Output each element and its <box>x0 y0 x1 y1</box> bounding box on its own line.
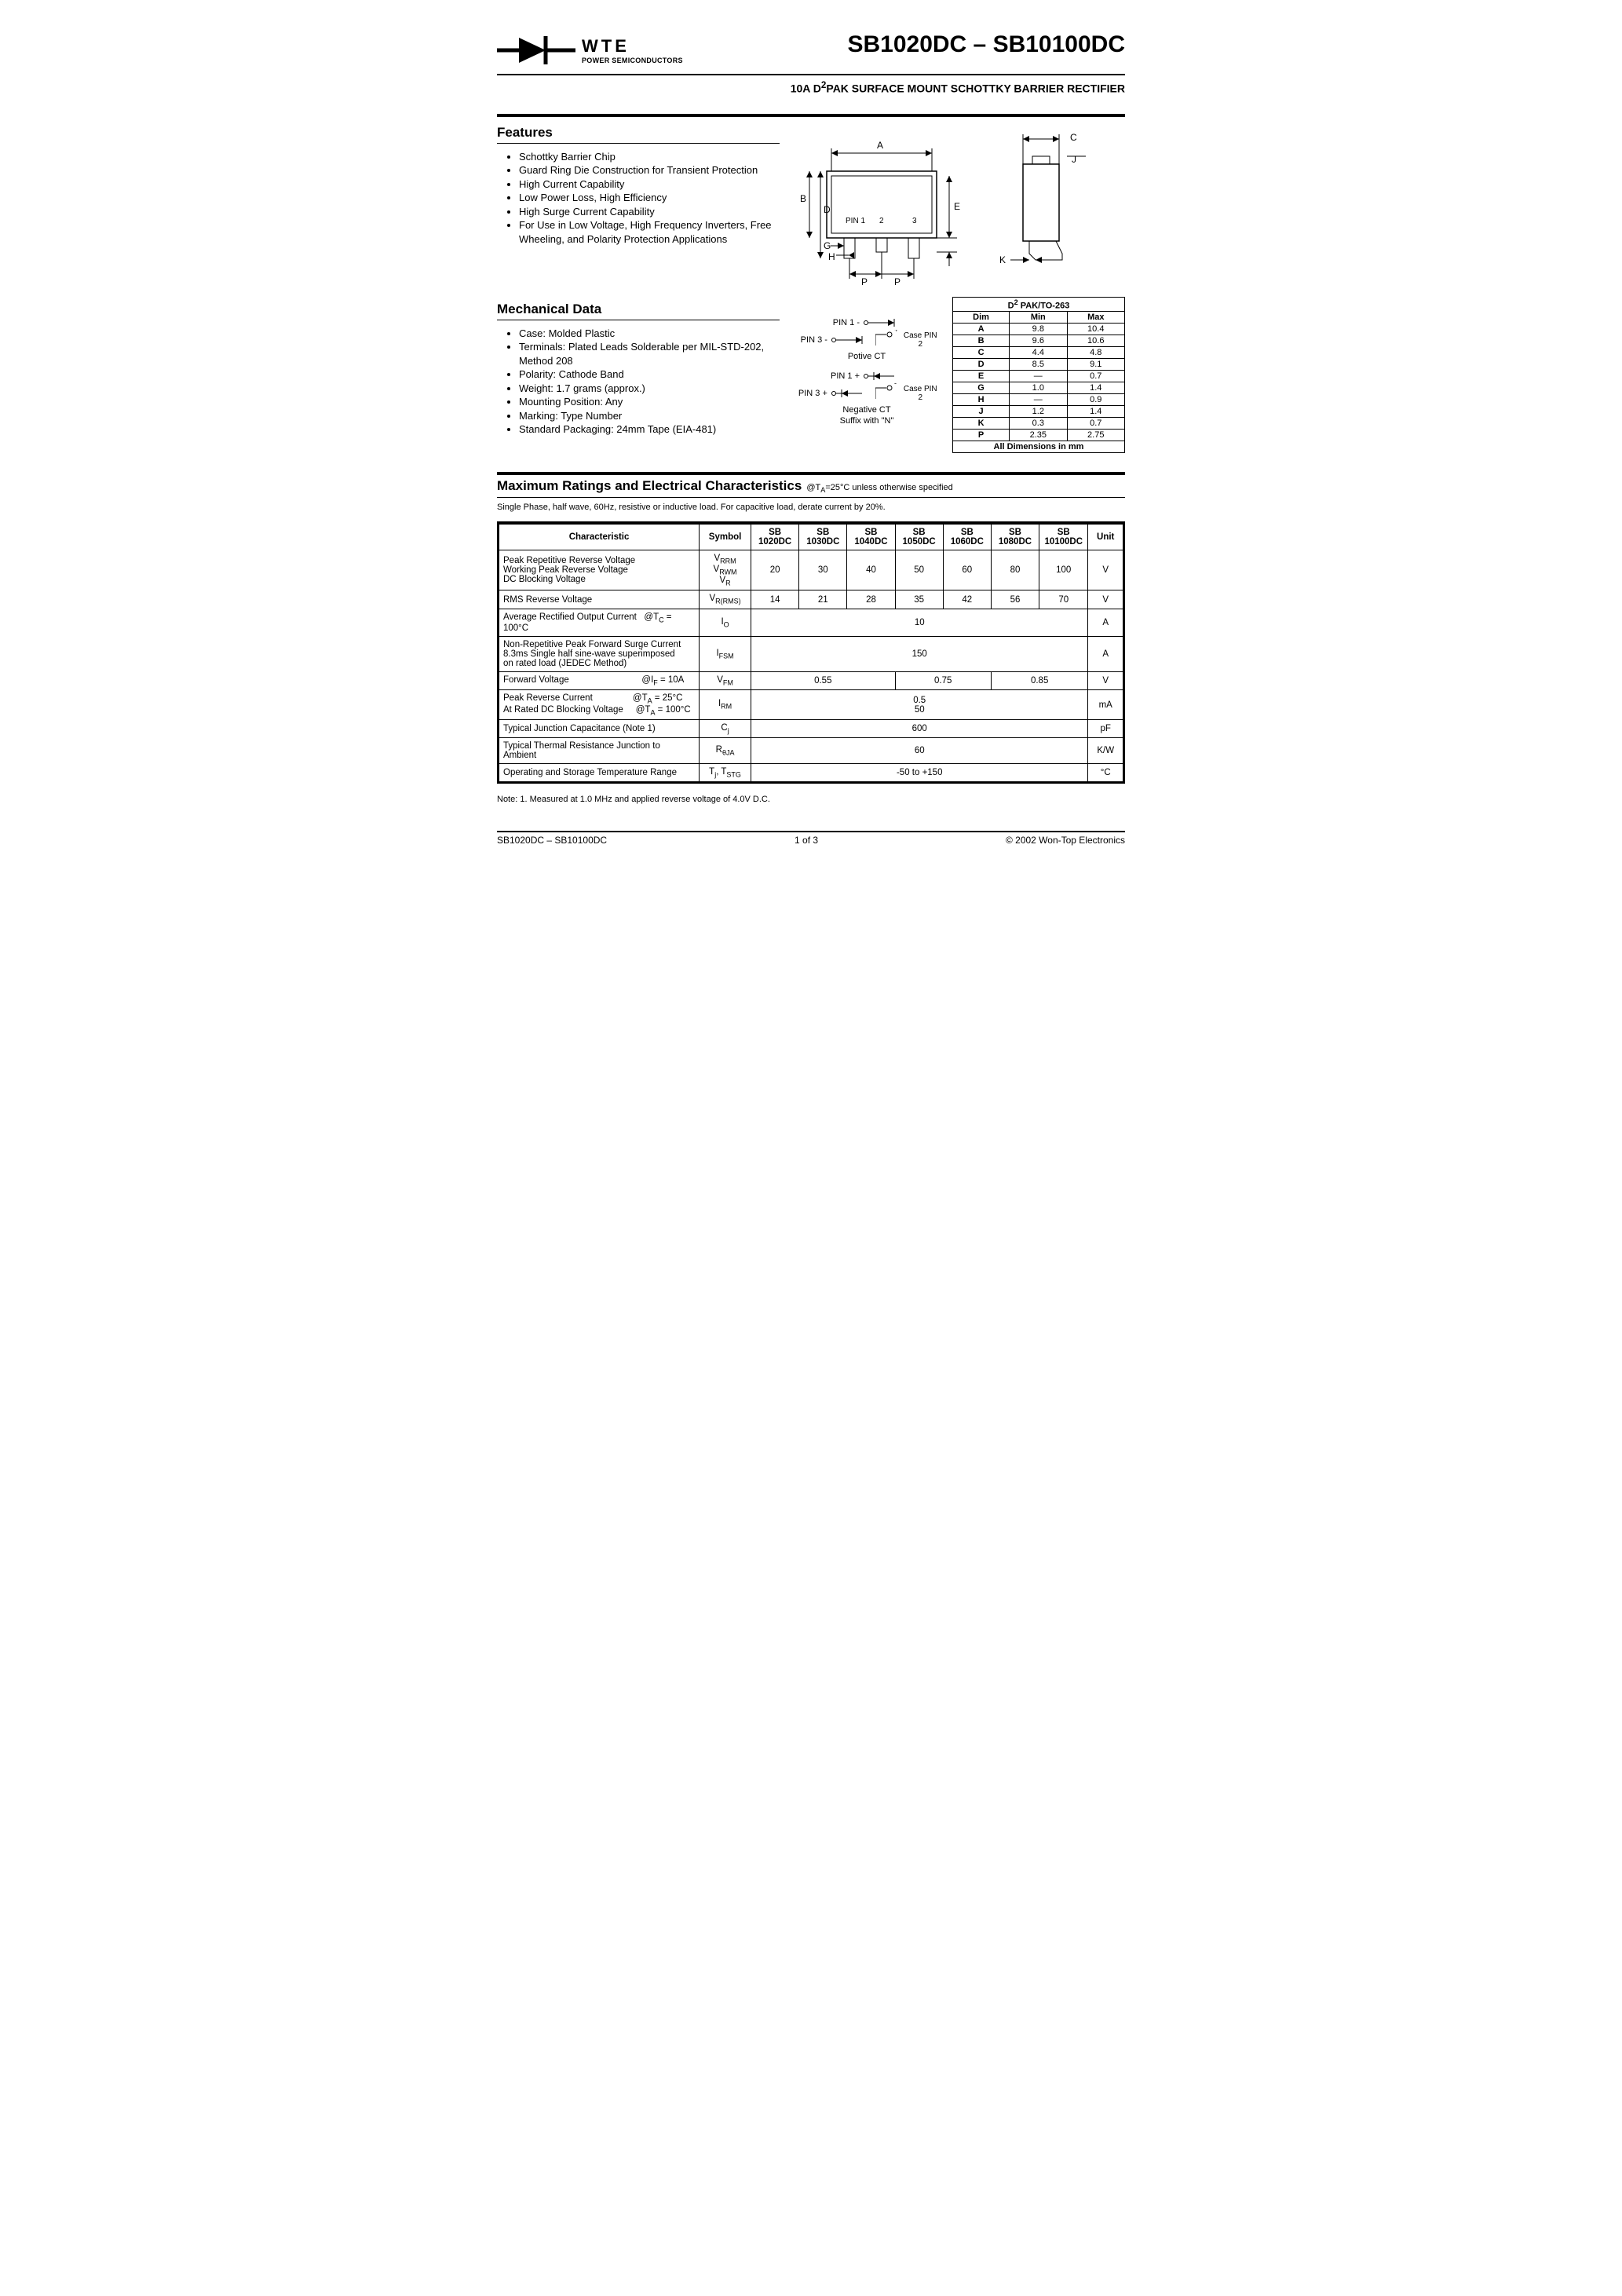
mr-cond-post: =25°C unless otherwise specified <box>825 483 952 492</box>
dim-row: P2.352.75 <box>953 430 1125 441</box>
page-footer: SB1020DC – SB10100DC 1 of 3 © 2002 Won-T… <box>497 835 1125 846</box>
features-item: High Current Capability <box>519 177 780 192</box>
mech-item: Mounting Position: Any <box>519 395 780 409</box>
node-icon: + <box>875 330 899 350</box>
diode-right-icon <box>831 335 872 345</box>
dim-row: K0.30.7 <box>953 418 1125 430</box>
elec-row: Forward Voltage @IF = 10AVFM0.550.750.85… <box>499 671 1123 689</box>
pkg-dim-p1: P <box>861 276 868 285</box>
dim-h-dim: Dim <box>953 312 1010 324</box>
dim-row: D8.59.1 <box>953 359 1125 371</box>
pkg-dim-j: J <box>1072 154 1076 165</box>
suffix-n: Suffix with "N" <box>795 416 938 426</box>
dim-row: G1.01.4 <box>953 382 1125 394</box>
pkg-dim-b: B <box>800 193 806 204</box>
maxratings-heading: Maximum Ratings and Electrical Character… <box>497 478 802 494</box>
pin1-plus: PIN 1 + <box>824 371 860 381</box>
pkg-dim-g: G <box>824 240 831 251</box>
package-top-diagram: PIN 1 2 3 A B D E G H P P <box>795 128 1094 285</box>
mech-item: Terminals: Plated Leads Solderable per M… <box>519 340 780 367</box>
elec-row: Non-Repetitive Peak Forward Surge Curren… <box>499 636 1123 671</box>
diode-logo-icon <box>497 31 575 69</box>
mech-item: Case: Molded Plastic <box>519 327 780 341</box>
subtitle-post: PAK SURFACE MOUNT SCHOTTKY BARRIER RECTI… <box>826 82 1125 95</box>
features-item: Guard Ring Die Construction for Transien… <box>519 163 780 177</box>
dim-row: J1.21.4 <box>953 406 1125 418</box>
mech-item: Marking: Type Number <box>519 409 780 423</box>
pkg-pin1-label: PIN 1 <box>846 217 865 225</box>
maxratings-note: Single Phase, half wave, 60Hz, resistive… <box>497 503 1125 512</box>
pkg-dim-c: C <box>1070 132 1077 143</box>
dim-h-max: Max <box>1067 312 1124 324</box>
mech-item: Weight: 1.7 grams (approx.) <box>519 382 780 396</box>
elec-row: Typical Thermal Resistance Junction to A… <box>499 738 1123 764</box>
pin1-minus: PIN 1 - <box>824 318 860 327</box>
elec-row: Peak Reverse Current @TA = 25°CAt Rated … <box>499 690 1123 720</box>
features-item: Schottky Barrier Chip <box>519 150 780 164</box>
dim-row: C4.44.8 <box>953 347 1125 359</box>
diode-right-icon <box>863 317 910 328</box>
pkg-pin3-label: 3 <box>912 217 917 225</box>
pkg-dim-k: K <box>999 254 1006 265</box>
elec-table: CharacteristicSymbolSB1020DCSB1030DCSB10… <box>499 523 1123 783</box>
svg-text:+: + <box>894 330 898 334</box>
dim-row: B9.610.6 <box>953 335 1125 347</box>
pkg-dim-e: E <box>954 201 960 212</box>
footer-right: © 2002 Won-Top Electronics <box>1006 835 1125 846</box>
pkg-dim-d: D <box>824 204 831 215</box>
features-heading: Features <box>497 125 780 144</box>
dimcap-pre: D <box>1008 301 1014 310</box>
elec-row: Typical Junction Capacitance (Note 1)Cj6… <box>499 719 1123 737</box>
logo-block: WTE POWER SEMICONDUCTORS <box>497 31 683 69</box>
pkg-dim-p2: P <box>894 276 901 285</box>
features-list: Schottky Barrier ChipGuard Ring Die Cons… <box>497 150 780 247</box>
dim-row: A9.810.4 <box>953 324 1125 335</box>
mech-item: Standard Packaging: 24mm Tape (EIA-481) <box>519 422 780 437</box>
dim-row: H—0.9 <box>953 394 1125 406</box>
elec-row: Peak Repetitive Reverse VoltageWorking P… <box>499 550 1123 590</box>
pkg-dim-h: H <box>828 251 835 262</box>
diode-left-icon <box>863 371 910 382</box>
negative-ct: Negative CT <box>795 405 938 415</box>
part-title: SB1020DC – SB10100DC <box>683 31 1125 58</box>
pin3-plus: PIN 3 + <box>795 389 827 398</box>
footer-center: 1 of 3 <box>795 835 818 846</box>
svg-text:-: - <box>894 383 897 387</box>
logo-subtitle: POWER SEMICONDUCTORS <box>582 57 683 64</box>
case-pin2-2: Case PIN 2 <box>903 385 938 402</box>
features-item: For Use in Low Voltage, High Frequency I… <box>519 218 780 246</box>
mr-cond-pre: @T <box>806 483 820 492</box>
pin3-minus: PIN 3 - <box>795 335 827 345</box>
node-icon: - <box>875 383 899 404</box>
mech-heading: Mechanical Data <box>497 302 780 320</box>
potive-ct: Potive CT <box>795 352 938 361</box>
pin-potive-block: PIN 1 - PIN 3 - + Case PIN 2 Potive CT P… <box>795 317 938 426</box>
elec-row: Average Rectified Output Current @TC = 1… <box>499 609 1123 636</box>
mech-item: Polarity: Cathode Band <box>519 367 780 382</box>
dim-h-min: Min <box>1010 312 1067 324</box>
features-item: High Surge Current Capability <box>519 205 780 219</box>
mech-list: Case: Molded PlasticTerminals: Plated Le… <box>497 327 780 437</box>
dimcap-post: PAK/TO-263 <box>1018 301 1070 310</box>
pkg-pin2-label: 2 <box>879 217 884 225</box>
features-item: Low Power Loss, High Efficiency <box>519 191 780 205</box>
subtitle: 10A D2PAK SURFACE MOUNT SCHOTTKY BARRIER… <box>497 74 1125 95</box>
dim-table: D2 PAK/TO-263 Dim Min Max A9.810.4B9.610… <box>952 297 1125 454</box>
maxratings-cond: @TA=25°C unless otherwise specified <box>806 483 952 494</box>
elec-row: RMS Reverse VoltageVR(RMS)14212835425670… <box>499 590 1123 609</box>
case-pin2: Case PIN 2 <box>903 331 938 349</box>
elec-row: Operating and Storage Temperature RangeT… <box>499 764 1123 782</box>
pkg-dim-a: A <box>877 140 883 151</box>
header: WTE POWER SEMICONDUCTORS SB1020DC – SB10… <box>497 31 1125 69</box>
footer-left: SB1020DC – SB10100DC <box>497 835 607 846</box>
dim-row: E—0.7 <box>953 371 1125 382</box>
footnote: Note: 1. Measured at 1.0 MHz and applied… <box>497 795 1125 804</box>
logo-brand: WTE <box>582 36 683 57</box>
diode-left-icon <box>831 388 872 399</box>
subtitle-pre: 10A D <box>791 82 821 95</box>
dimcap-bot: All Dimensions in mm <box>952 441 1125 453</box>
